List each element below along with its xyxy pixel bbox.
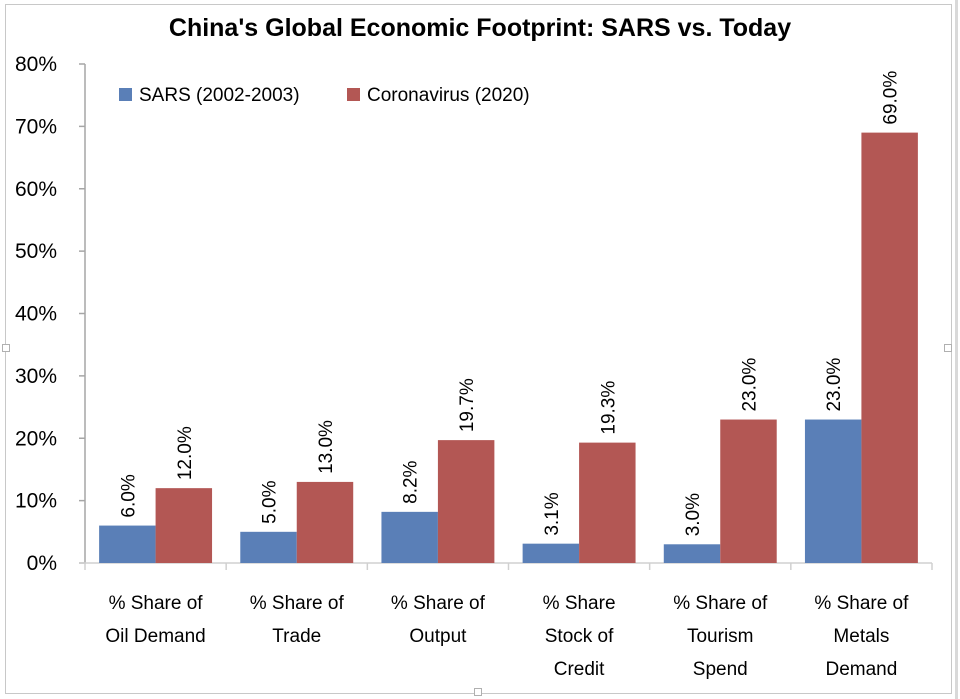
resize-handle-left[interactable]	[2, 344, 10, 352]
bar-coronavirus	[861, 132, 918, 564]
data-label: 69.0%	[881, 71, 902, 125]
data-label: 3.0%	[683, 493, 704, 536]
scrollbar-edge	[955, 0, 958, 699]
y-tick-label: 20%	[15, 427, 57, 450]
chart-title: China's Global Economic Footprint: SARS …	[168, 14, 792, 42]
x-category-label: % Share of	[250, 593, 345, 614]
data-label: 3.1%	[542, 492, 563, 535]
data-label: 23.0%	[739, 358, 760, 412]
x-category-label: Trade	[272, 626, 321, 647]
data-label: 8.2%	[401, 460, 422, 503]
x-category-label: Demand	[826, 659, 898, 680]
x-category-label: Credit	[554, 659, 605, 680]
x-category-label: % Share of	[391, 593, 486, 614]
bar-sars	[804, 419, 862, 563]
chart-frame	[5, 4, 952, 694]
x-category-label: Oil Demand	[105, 626, 205, 647]
y-tick-label: 10%	[15, 490, 57, 513]
bar-coronavirus	[155, 488, 213, 563]
bar-coronavirus	[579, 442, 636, 563]
x-category-label: % Share of	[814, 593, 909, 614]
bar-sars	[240, 531, 297, 563]
bar-sars	[522, 543, 580, 563]
bar-coronavirus	[437, 440, 495, 563]
data-label: 12.0%	[175, 426, 196, 480]
y-tick-label: 80%	[15, 53, 57, 76]
y-tick-label: 50%	[15, 240, 57, 263]
x-category-label: % Share	[543, 593, 616, 614]
legend-swatch-sars	[119, 88, 132, 101]
x-category-label: Stock of	[545, 626, 614, 647]
bar-coronavirus	[296, 481, 354, 563]
x-category-label: Output	[409, 626, 467, 647]
data-label: 13.0%	[316, 420, 337, 474]
x-category-label: Metals	[833, 626, 889, 647]
data-label: 6.0%	[118, 474, 139, 517]
bar-coronavirus	[720, 419, 777, 563]
bar-sars	[663, 544, 721, 563]
legend-label: Coronavirus (2020)	[367, 85, 530, 106]
legend-swatch-coronavirus	[347, 88, 360, 101]
data-label: 19.3%	[598, 381, 619, 435]
y-tick-label: 40%	[15, 303, 57, 326]
x-category-label: % Share of	[109, 593, 204, 614]
data-label: 19.7%	[457, 378, 478, 432]
x-category-label: Spend	[693, 659, 748, 680]
data-label: 5.0%	[260, 480, 281, 523]
bar-sars	[381, 511, 438, 563]
data-label: 23.0%	[824, 358, 845, 412]
y-tick-label: 60%	[15, 178, 57, 201]
y-tick-label: 30%	[15, 365, 57, 388]
x-category-label: % Share of	[673, 593, 768, 614]
resize-handle-right[interactable]	[944, 344, 952, 352]
y-tick-label: 0%	[27, 552, 57, 575]
resize-handle-bottom[interactable]	[474, 688, 482, 696]
y-tick-label: 70%	[15, 115, 57, 138]
x-category-label: Tourism	[687, 626, 754, 647]
bar-sars	[99, 525, 156, 563]
legend-label: SARS (2002-2003)	[139, 85, 300, 106]
